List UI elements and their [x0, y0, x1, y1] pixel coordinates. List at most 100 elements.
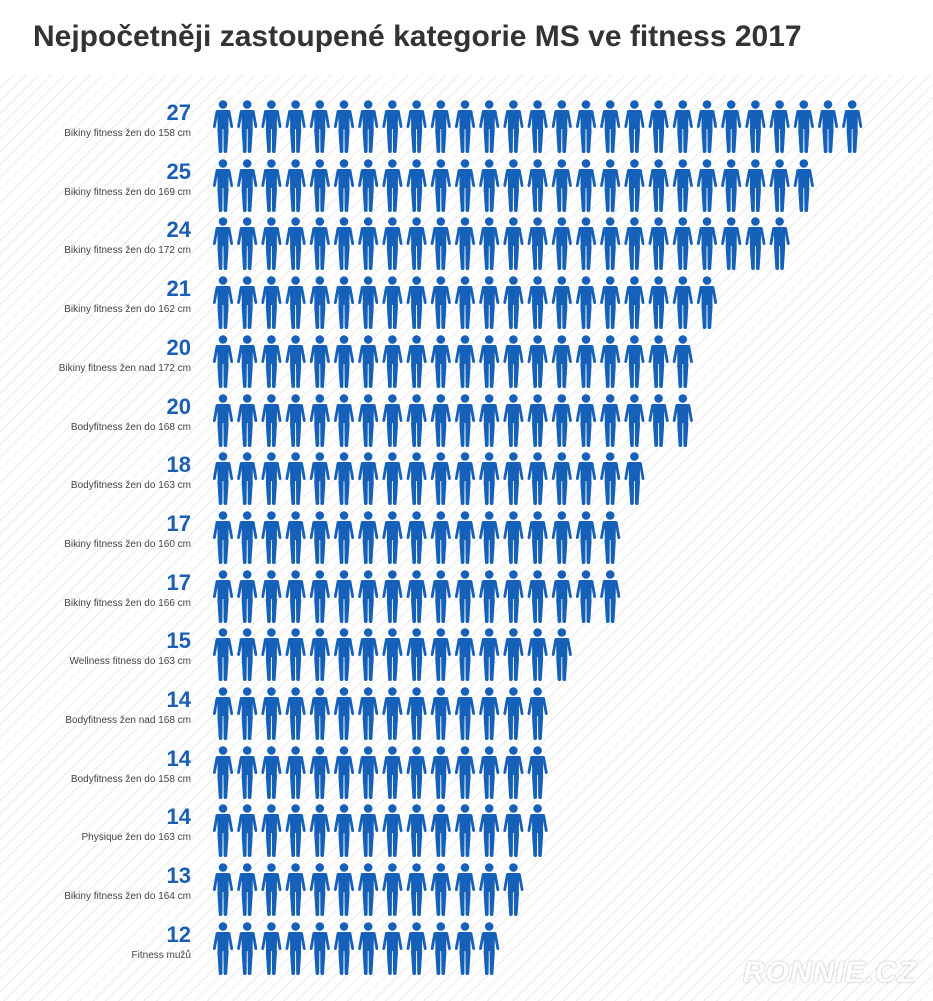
person-icon — [261, 628, 282, 682]
person-icon — [527, 745, 548, 799]
person-icon — [503, 804, 524, 858]
person-icon — [430, 863, 451, 917]
row-category-label: Fitness mužů — [131, 949, 191, 961]
person-icon — [454, 863, 476, 917]
person-icon — [382, 804, 403, 858]
person-icon — [285, 158, 306, 212]
person-icon — [430, 804, 451, 858]
person-icon — [406, 452, 427, 506]
person-icon — [479, 745, 500, 799]
row-value-label: 13 — [166, 863, 191, 889]
person-icon — [309, 511, 330, 564]
person-icon — [212, 687, 234, 740]
row-value-label: 20 — [166, 393, 191, 419]
person-icon — [382, 863, 403, 917]
person-icon — [479, 921, 500, 975]
person-icon — [430, 393, 451, 447]
person-icon — [575, 334, 597, 388]
person-icon — [212, 569, 234, 623]
person-icon — [358, 100, 379, 153]
person-icon-row — [212, 511, 621, 564]
person-icon — [479, 217, 500, 271]
chart-title: Nejpočetněji zastoupené kategorie MS ve … — [33, 20, 802, 53]
chart-row: 20 Bodyfitness žen do 168 cm — [0, 394, 933, 452]
person-icon — [382, 393, 403, 447]
person-icon — [721, 158, 742, 212]
person-icon — [503, 276, 524, 330]
person-icon — [769, 217, 790, 271]
person-icon — [237, 863, 258, 917]
person-icon — [479, 452, 500, 506]
person-icon — [745, 217, 766, 271]
person-icon — [479, 628, 500, 682]
person-icon — [406, 158, 427, 212]
person-icon — [527, 334, 548, 388]
person-icon — [842, 100, 863, 153]
person-icon — [358, 628, 379, 682]
person-icon — [212, 334, 234, 388]
person-icon — [454, 628, 476, 682]
person-icon — [333, 158, 355, 212]
person-icon — [212, 158, 234, 212]
person-icon — [333, 452, 355, 506]
person-icon — [261, 511, 282, 564]
person-icon — [382, 569, 403, 623]
person-icon-row — [212, 393, 693, 447]
row-category-label: Bikiny fitness žen do 162 cm — [64, 304, 191, 316]
person-icon — [358, 158, 379, 212]
person-icon — [503, 745, 524, 799]
person-icon — [406, 100, 427, 153]
person-icon — [503, 452, 524, 506]
row-category-label: Bodyfitness žen do 158 cm — [70, 773, 191, 785]
person-icon — [261, 100, 282, 153]
person-icon — [237, 745, 258, 799]
person-icon — [648, 158, 669, 212]
person-icon — [285, 863, 306, 917]
chart-row: 24 Bikiny fitness žen do 172 cm — [0, 217, 933, 275]
person-icon — [261, 393, 282, 447]
person-icon — [333, 863, 355, 917]
person-icon — [382, 687, 403, 740]
person-icon-row — [212, 628, 572, 682]
person-icon — [382, 276, 403, 330]
chart-row: 15 Wellness fitness do 163 cm — [0, 628, 933, 686]
person-icon — [212, 863, 234, 917]
person-icon — [479, 334, 500, 388]
person-icon — [406, 804, 427, 858]
row-value-label: 17 — [166, 569, 191, 595]
person-icon — [575, 393, 597, 447]
person-icon — [261, 687, 282, 740]
person-icon — [503, 511, 524, 564]
person-icon — [261, 452, 282, 506]
person-icon — [212, 804, 234, 858]
person-icon — [261, 276, 282, 330]
person-icon — [237, 511, 258, 564]
person-icon — [575, 569, 597, 623]
person-icon — [793, 100, 814, 153]
row-category-label: Bodyfitness žen do 163 cm — [70, 480, 191, 492]
person-icon — [600, 217, 621, 271]
person-icon — [309, 100, 330, 153]
person-icon — [551, 158, 572, 212]
person-icon — [454, 276, 476, 330]
person-icon — [479, 804, 500, 858]
chart-row: 27 Bikiny fitness žen do 158 cm — [0, 100, 933, 158]
person-icon — [261, 569, 282, 623]
row-value-label: 25 — [166, 158, 191, 184]
person-icon-row — [212, 863, 524, 917]
person-icon — [382, 628, 403, 682]
person-icon — [430, 569, 451, 623]
person-icon — [358, 511, 379, 564]
person-icon — [503, 393, 524, 447]
person-icon — [333, 628, 355, 682]
person-icon — [793, 158, 814, 212]
person-icon — [527, 511, 548, 564]
person-icon — [430, 511, 451, 564]
person-icon — [430, 158, 451, 212]
person-icon — [721, 217, 742, 271]
person-icon — [551, 217, 572, 271]
chart-row: 14 Bodyfitness žen do 158 cm — [0, 746, 933, 804]
person-icon — [479, 393, 500, 447]
person-icon — [817, 100, 839, 153]
person-icon — [261, 804, 282, 858]
